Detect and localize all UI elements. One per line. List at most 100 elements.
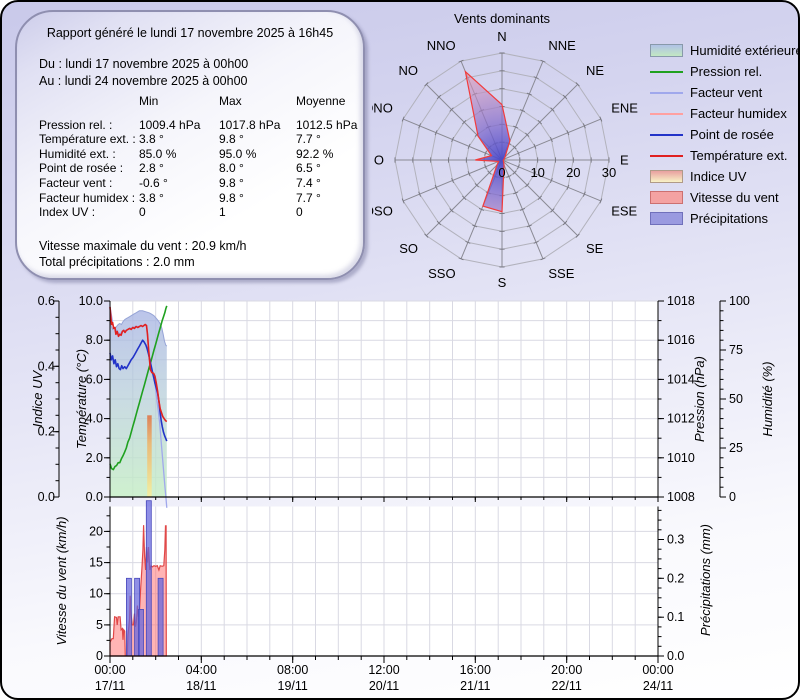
legend-swatch — [650, 154, 683, 157]
wind-tick-label: 20 — [89, 524, 103, 538]
uv-tick-label: 0.6 — [38, 294, 55, 308]
rose-direction-label: ONO — [372, 101, 393, 116]
uv-axis-title: Indice UV — [30, 369, 45, 427]
legend-label: Point de rosée — [690, 127, 774, 142]
rose-direction-label: NNE — [548, 38, 576, 53]
table-cell: 0 — [296, 205, 303, 220]
legend-label: Humidité extérieure — [690, 43, 800, 58]
legend-item: Point de rosée — [650, 124, 798, 145]
rose-direction-label: OSO — [372, 203, 393, 218]
table-cell: 8.0 ° — [219, 161, 244, 176]
rose-direction-label: O — [374, 153, 384, 168]
table-header: Max — [219, 94, 242, 108]
table-cell: 6.5 ° — [296, 161, 321, 176]
table-cell: 1009.4 hPa — [139, 117, 201, 132]
rose-direction-label: E — [620, 153, 629, 168]
pressure-axis-title: Pression (hPa) — [692, 356, 707, 442]
temp-tick-label: 2.0 — [86, 451, 103, 465]
humidity-tick-label: 100 — [729, 294, 750, 308]
axis-labels: 0.00.20.40.60.02.04.06.08.010.0100810101… — [30, 294, 775, 693]
rose-title: Vents dominants — [454, 11, 551, 26]
report-period: Du : lundi 17 novembre 2025 à 00h00 Au :… — [39, 56, 248, 90]
legend-item: Vitesse du vent — [650, 187, 798, 208]
table-row-label: Température ext. : — [39, 132, 136, 147]
max-wind-speed: Vitesse maximale du vent : 20.9 km/h — [39, 239, 247, 253]
uv-tick-label: 0.4 — [38, 359, 55, 373]
table-cell: 7.4 ° — [296, 175, 321, 190]
legend-label: Pression rel. — [690, 64, 763, 79]
stats-table: Min Max Moyenne Pression rel. :1009.4 hPa 10… — [39, 94, 363, 220]
series-precip-bar — [126, 577, 132, 657]
table-cell: 95.0 % — [219, 146, 257, 161]
uv-tick-label: 0.0 — [38, 490, 55, 504]
x-time-label: 12:00 — [368, 663, 399, 677]
rose-radial-tick-label: 20 — [566, 165, 580, 180]
time-series-svg: 0.00.20.40.60.02.04.06.08.010.0100810101… — [30, 294, 775, 693]
legend-item: Indice UV — [650, 166, 798, 187]
wind-tick-label: 0 — [96, 649, 103, 663]
table-cell: 1 — [219, 205, 226, 220]
table-cell: 1017.8 hPa — [219, 117, 281, 132]
uv-tick-label: 0.2 — [38, 425, 55, 439]
rose-direction-label: ENE — [611, 101, 638, 116]
table-cell: 7.7 ° — [296, 190, 321, 205]
legend-item: Pression rel. — [650, 61, 798, 82]
axes — [53, 300, 726, 663]
precip-axis-title: Précipitations (mm) — [698, 524, 713, 636]
time-series-charts: 0.0 0.2 0.4 0.6 0.0 2.0 4.0 6.0 8.0 10.0 1008 1010 1… — [2, 292, 798, 698]
precip-tick-label: 0.2 — [667, 571, 684, 585]
precip-tick-label: 0.1 — [667, 610, 684, 624]
table-cell: 3.8 ° — [139, 132, 164, 147]
table-header: Min — [139, 94, 159, 108]
legend-item: Humidité extérieure — [650, 40, 800, 61]
legend-item: Facteur vent — [650, 82, 798, 103]
pressure-tick-label: 1016 — [667, 333, 695, 347]
legend-item: Facteur humidex — [650, 103, 798, 124]
legend-item: Température ext. — [650, 145, 798, 166]
legend-swatch — [650, 191, 683, 204]
table-cell: 3.8 ° — [139, 190, 164, 205]
temperature-axis-title: Température (°C) — [74, 349, 89, 449]
rose-radial-tick-label: 0 — [498, 165, 505, 180]
temp-tick-label: 8.0 — [86, 333, 103, 347]
chart-legend: Humidité extérieure Pression rel. Facteur … — [650, 40, 800, 229]
table-row-label: Facteur humidex : — [39, 190, 136, 205]
table-row-label: Humidité ext. : — [39, 146, 116, 161]
legend-label: Température ext. — [690, 148, 788, 163]
pressure-tick-label: 1008 — [667, 490, 695, 504]
table-corner — [39, 94, 139, 109]
summary-footer: Vitesse maximale du vent : 20.9 km/h Tot… — [39, 238, 247, 270]
x-date-label: 21/11 — [460, 679, 490, 693]
table-cell: 9.8 ° — [219, 175, 244, 190]
series-humidity-edge — [109, 310, 168, 347]
x-date-label: 19/11 — [278, 679, 308, 693]
table-cell: 9.8 ° — [219, 132, 244, 147]
x-date-label: 24/11 — [643, 679, 673, 693]
legend-swatch — [650, 91, 683, 94]
humidity-tick-label: 25 — [729, 441, 743, 455]
rose-direction-label: SE — [586, 241, 604, 256]
wind-rose-polygon — [464, 70, 511, 213]
table-cell: 7.7 ° — [296, 132, 321, 147]
rose-direction-label: S — [498, 275, 507, 290]
rose-direction-label: NNO — [427, 38, 456, 53]
legend-label: Précipitations — [690, 211, 769, 226]
wind-tick-label: 10 — [89, 587, 103, 601]
legend-label: Facteur vent — [690, 85, 763, 100]
series-precip-bar — [145, 500, 152, 657]
gridlines — [110, 300, 659, 656]
pressure-tick-label: 1018 — [667, 294, 695, 308]
table-header: Moyenne — [296, 94, 346, 108]
pressure-tick-label: 1010 — [667, 451, 695, 465]
wind-rose-chart: N NNE NE ENE E ESE SE SSE S SSO SO OSO O ONO NO NNO 0 10 2… — [363, 6, 672, 296]
humidity-axis-title: Humidité (%) — [760, 361, 775, 436]
table-cell: 2.8 ° — [139, 161, 164, 176]
rose-direction-label: SSE — [548, 266, 574, 281]
table-cell: 92.2 % — [296, 146, 334, 161]
period-from: Du : lundi 17 novembre 2025 à 00h00 — [39, 57, 249, 71]
temp-tick-label: 0.0 — [86, 490, 103, 504]
period-to: Au : lundi 24 novembre 2025 à 00h00 — [39, 74, 248, 88]
series-precip-bar — [138, 609, 144, 657]
legend-label: Facteur humidex — [690, 106, 787, 121]
